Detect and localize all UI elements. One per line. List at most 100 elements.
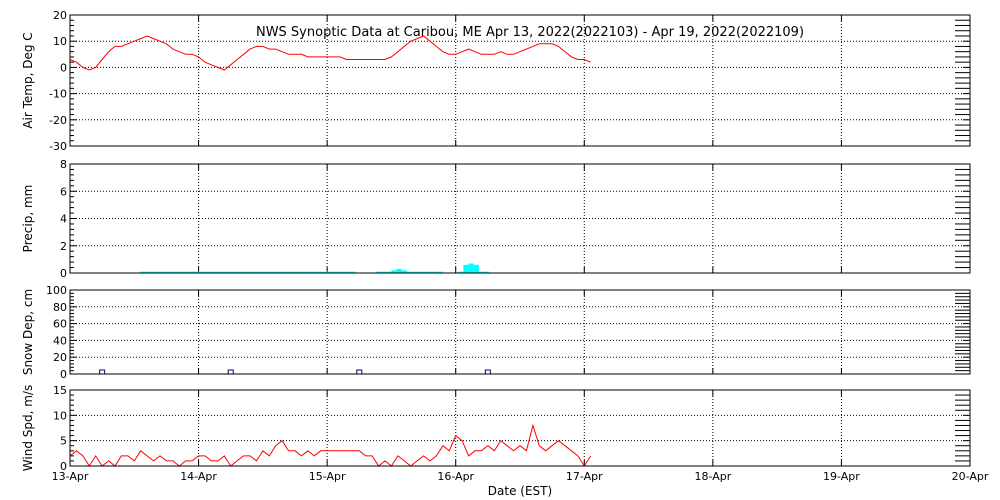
precip-bar [144,271,150,273]
precip-bar [247,271,253,273]
precip-bar [468,263,474,273]
precip-bar [237,271,243,273]
precip-bar [149,271,155,273]
wind-speed-y-axis-label: Wind Spd, m/s [21,385,35,471]
precip-bar [175,271,181,273]
precip-bar [396,268,402,273]
precip-bar [298,271,304,273]
x-tick-label: 13-Apr [52,470,89,483]
air-temp-y-tick-label: -10 [49,88,67,101]
precip-bar [340,271,346,273]
precip-bar [458,271,464,273]
x-tick-label: 20-Apr [952,470,989,483]
precip-bar [376,271,382,273]
wind-speed-y-tick-label: 0 [60,460,67,473]
precip-bar [391,270,397,273]
x-tick-label: 17-Apr [566,470,603,483]
wind-speed-y-tick-label: 10 [53,409,67,422]
precip-bar [417,271,423,273]
precip-bar [412,271,418,273]
precip-bar [406,271,412,273]
precip-y-tick-label: 0 [60,267,67,280]
snow-depth-frame [69,289,971,375]
precip-y-axis-label: Precip, mm [21,185,35,253]
snow-depth-y-tick-label: 40 [53,334,67,347]
precip-bar [381,271,387,273]
x-tick-label: 15-Apr [309,470,346,483]
precip-bar [160,271,166,273]
precip-bar [463,264,469,273]
precip-bar [154,271,160,273]
snow-depth-y-tick-label: 80 [53,301,67,314]
snow-depth-y-tick-label: 100 [46,284,67,297]
precip-bar [165,271,171,273]
snow-depth-y-tick-label: 0 [60,368,67,381]
precip-panel: 8 6 4 2 0 Precip, mm [21,158,971,280]
air-temp-y-tick-label: -30 [49,140,67,153]
wind-speed-panel: 15 10 5 0 Wind Spd, m/s [21,384,971,473]
precip-y-tick-label: 8 [60,158,67,171]
air-temp-y-tick-label: 20 [53,9,67,22]
precip-bar [221,271,227,273]
precip-y-tick-label: 6 [60,185,67,198]
precip-bar [324,271,330,273]
wind-speed-series-line [69,423,592,467]
x-tick-label: 14-Apr [180,470,217,483]
air-temp-y-tick-label: 0 [60,61,67,74]
precip-bar [252,271,258,273]
precip-bar [170,271,176,273]
precip-bar [422,271,428,273]
air-temp-y-tick-label: 10 [53,35,67,48]
snow-depth-point [99,369,106,375]
snow-depth-y-tick-label: 20 [53,351,67,364]
x-axis-label: Date (EST) [488,484,552,498]
precip-bar [196,271,202,273]
precip-bar [242,271,248,273]
wind-speed-y-tick-label: 5 [60,435,67,448]
x-tick-label: 18-Apr [694,470,731,483]
precip-bar [226,271,232,273]
precip-bar [314,271,320,273]
snow-depth-panel: 100 80 60 40 20 0 Snow Dep, cm [21,284,971,381]
snow-depth-point [484,369,491,375]
precip-bar [139,271,145,273]
air-temp-y-axis-label: Air Temp, Deg C [21,32,35,128]
precip-bar [386,271,392,273]
precip-bar [185,271,191,273]
air-temp-frame [69,14,971,147]
snow-depth-y-tick-label: 60 [53,318,67,331]
precip-bar [273,271,279,273]
snow-depth-point [356,369,363,375]
precip-bar [278,271,284,273]
precip-bar [478,271,484,273]
precip-bar [293,271,299,273]
air-temp-y-tick-label: -20 [49,114,67,127]
precip-frame [69,163,971,274]
air-temp-series-line [69,35,591,71]
precip-bar [319,271,325,273]
precip-bar [401,270,407,273]
precip-bar [437,271,443,273]
precip-bar [473,264,479,273]
x-tick-label: 19-Apr [823,470,860,483]
precip-bar [484,271,490,273]
air-temp-panel: 20 10 0 -10 -20 -30 Air Temp, Deg C [21,9,971,153]
precip-bar [432,271,438,273]
precip-bar [206,271,212,273]
precip-bar [350,271,356,273]
precip-bar [288,271,294,273]
precip-bar [345,271,351,273]
precip-bar [329,271,335,273]
snow-depth-y-axis-label: Snow Dep, cm [21,289,35,375]
precip-bar [283,271,289,273]
precip-bar [309,271,315,273]
precip-bar [216,271,222,273]
wind-speed-y-tick-label: 15 [53,384,67,397]
snow-depth-point [227,369,234,375]
chart-title: NWS Synoptic Data at Caribou, ME Apr 13,… [256,25,804,40]
precip-bar [334,271,340,273]
precip-bar [427,271,433,273]
precip-bar [211,271,217,273]
